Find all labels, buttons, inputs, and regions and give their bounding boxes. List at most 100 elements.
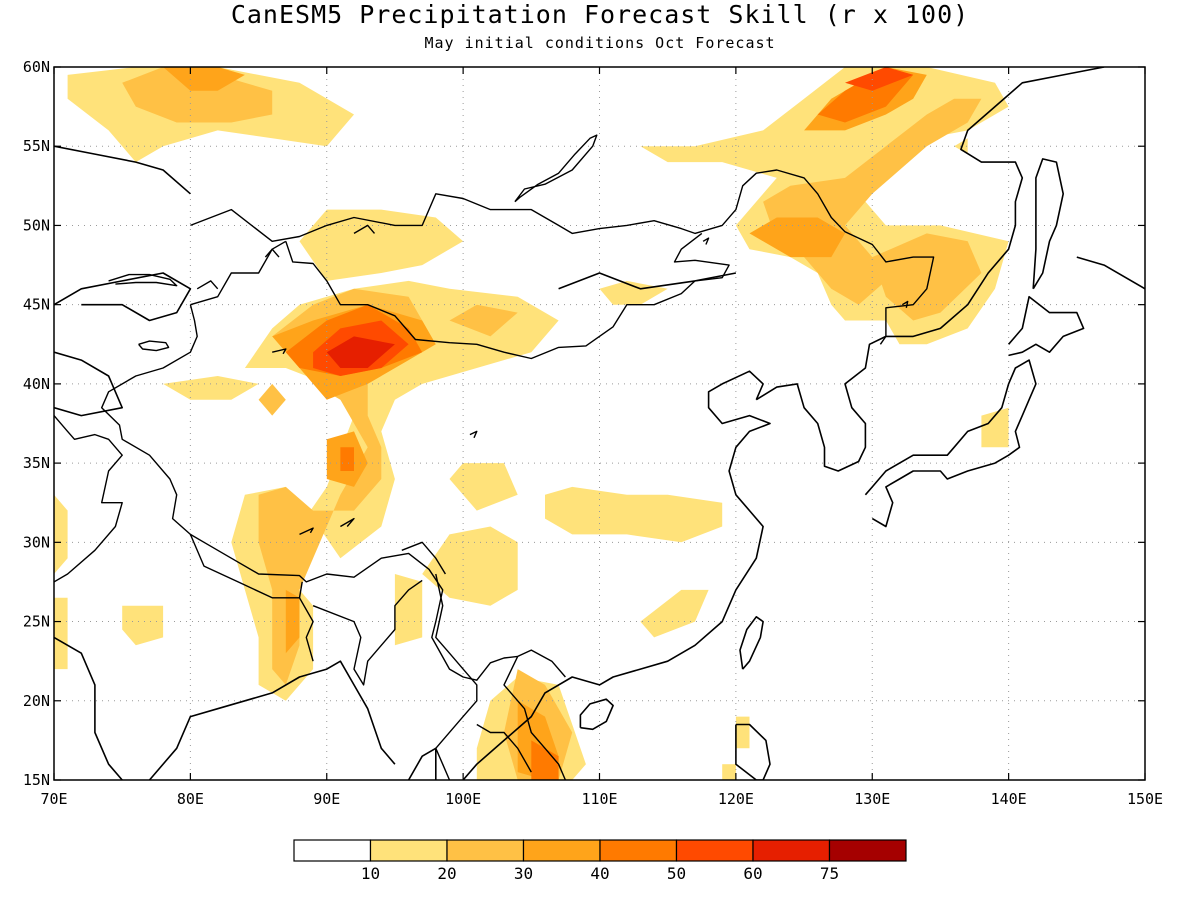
skill-region-level-4 — [340, 447, 354, 471]
lon-tick-label: 110E — [581, 790, 617, 808]
skill-region-level-2 — [258, 383, 286, 416]
country-border — [503, 656, 567, 780]
lat-tick-label: 15N — [23, 771, 50, 789]
lake-outline — [196, 280, 219, 290]
skill-region-level-3 — [163, 67, 245, 91]
coastline — [1076, 256, 1145, 290]
country-border — [435, 573, 478, 780]
skill-region-level-3 — [285, 589, 300, 654]
skill-region-level-1 — [54, 597, 68, 670]
lat-tick-label: 40N — [23, 375, 50, 393]
lat-tick-label: 50N — [23, 216, 50, 234]
skill-region-level-1 — [981, 407, 1009, 448]
colorbar-label: 40 — [590, 864, 609, 883]
colorbar-label: 10 — [361, 864, 380, 883]
lake-outline — [138, 340, 170, 352]
coastline — [54, 145, 191, 195]
skill-region-level-1 — [722, 764, 736, 780]
lat-tick-label: 20N — [23, 692, 50, 710]
skill-region-level-2 — [449, 304, 518, 337]
skill-region-level-1 — [299, 209, 464, 281]
country-border — [401, 541, 446, 575]
skill-shading — [54, 67, 1009, 780]
lon-tick-label: 130E — [854, 790, 890, 808]
lat-tick-label: 55N — [23, 137, 50, 155]
coastline — [54, 636, 123, 780]
lat-lon-grid — [54, 67, 1145, 780]
skill-region-level-6 — [326, 336, 395, 368]
coastline — [558, 272, 737, 290]
coastline — [864, 359, 1037, 528]
colorbar-swatch — [446, 839, 525, 862]
skill-region-level-1 — [54, 494, 68, 574]
country-border — [190, 240, 287, 306]
country-border — [285, 232, 730, 360]
country-border — [298, 597, 314, 662]
skill-region-level-1 — [394, 574, 423, 646]
lat-tick-label: 30N — [23, 533, 50, 551]
colorbar-label: 20 — [437, 864, 456, 883]
coastline — [462, 370, 771, 780]
skill-region-level-3 — [749, 217, 845, 258]
colorbar-swatch — [293, 839, 372, 862]
skill-region-level-4 — [531, 740, 559, 780]
lake-outline — [340, 517, 355, 528]
skill-region-level-1 — [735, 716, 750, 749]
lon-tick-label: 90E — [313, 790, 340, 808]
lake-outline — [353, 224, 376, 235]
colorbar-swatch — [675, 839, 754, 862]
coastline — [739, 615, 764, 670]
colorbar-swatch — [369, 839, 448, 862]
lon-tick-label: 140E — [991, 790, 1027, 808]
colorbar-swatch — [599, 839, 678, 862]
colorbar: 10 20 30 40 50 60 75 — [293, 839, 907, 883]
coastline — [54, 272, 192, 322]
map-title: CanESM5 Precipitation Forecast Skill (r … — [230, 0, 970, 29]
lat-tick-label: 35N — [23, 454, 50, 472]
lon-tick-label: 70E — [40, 790, 67, 808]
colorbar-label: 60 — [743, 864, 762, 883]
coastline — [579, 698, 614, 731]
colorbar-swatch — [522, 839, 601, 862]
coastline — [148, 660, 396, 780]
lon-tick-label: 100E — [445, 790, 481, 808]
lake-outline — [702, 237, 710, 245]
lake-outline — [272, 348, 287, 355]
coastline — [54, 351, 123, 417]
colorbar-label: 50 — [667, 864, 686, 883]
coastline — [407, 747, 437, 780]
coastline — [755, 67, 1105, 472]
skill-region-level-1 — [640, 589, 709, 638]
skill-region-level-1 — [122, 605, 164, 646]
plot-area — [54, 67, 1145, 780]
lake-outline — [264, 248, 280, 258]
skill-region-level-2 — [122, 67, 273, 123]
lat-tick-label: 60N — [23, 58, 50, 76]
skill-region-level-1 — [449, 463, 518, 511]
colorbar-swatch — [828, 839, 907, 862]
map-subtitle: May initial conditions Oct Forecast — [424, 34, 776, 52]
colorbar-label: 75 — [820, 864, 839, 883]
lake-outline — [108, 273, 178, 287]
skill-region-level-1 — [163, 376, 259, 400]
country-border — [312, 579, 423, 686]
country-border — [190, 169, 935, 345]
colorbar-label: 30 — [514, 864, 533, 883]
lon-tick-label: 80E — [177, 790, 204, 808]
coastline — [735, 723, 771, 780]
skill-region-level-2 — [872, 233, 982, 321]
skill-region-level-5 — [845, 67, 914, 91]
lat-tick-label: 45N — [23, 296, 50, 314]
country-border — [476, 723, 532, 773]
lake-outline — [514, 134, 598, 203]
axis-ticks: 70E 80E 90E 100E 110E 120E 130E 140E 150E 15N 20N 2… — [23, 58, 1163, 808]
country-border — [100, 304, 566, 681]
lake-outline — [901, 300, 909, 308]
lon-tick-label: 120E — [718, 790, 754, 808]
coastline — [1007, 295, 1085, 357]
coastlines — [54, 67, 1145, 780]
country-border — [189, 534, 303, 599]
lake-outline — [469, 430, 478, 439]
country-border — [54, 415, 123, 583]
